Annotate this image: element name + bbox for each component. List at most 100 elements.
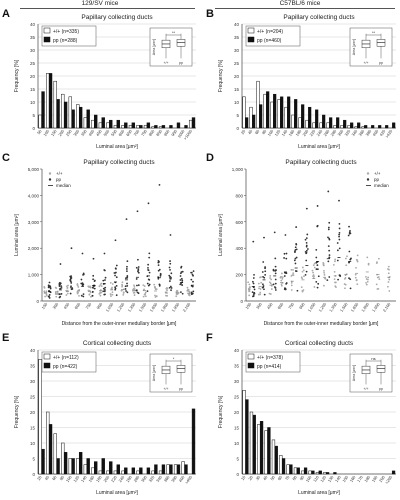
x-tick-label: 60 bbox=[277, 474, 284, 481]
bar-wt bbox=[305, 119, 309, 129]
point-pp-max bbox=[92, 257, 95, 260]
x-tick-label: 380 bbox=[364, 128, 372, 137]
bar-pp bbox=[364, 125, 368, 129]
bar-pp bbox=[391, 470, 396, 475]
bar-pp bbox=[296, 467, 300, 475]
inset-frame bbox=[349, 353, 393, 393]
bar-wt bbox=[249, 106, 253, 129]
point-pp bbox=[81, 282, 84, 285]
point-wt bbox=[121, 285, 123, 288]
x-tick-label: 1,500 bbox=[339, 301, 349, 313]
x-tick-label: 150 bbox=[40, 301, 48, 310]
point-wt bbox=[154, 294, 156, 297]
point-pp bbox=[58, 293, 61, 296]
x-tick-label: 160 bbox=[349, 474, 357, 483]
point-pp bbox=[294, 270, 297, 272]
point-wt bbox=[367, 263, 370, 266]
point-pp bbox=[304, 273, 307, 276]
point-pp bbox=[262, 261, 265, 263]
point-wt bbox=[111, 293, 114, 296]
panel-letter-a: A bbox=[2, 8, 10, 20]
x-tick-label: 50 bbox=[36, 128, 43, 135]
y-tick-label: 10 bbox=[234, 441, 240, 446]
point-wt bbox=[248, 294, 251, 297]
bar-wt bbox=[113, 470, 118, 475]
point-pp bbox=[253, 288, 256, 291]
point-pp bbox=[192, 280, 194, 283]
bar-pp bbox=[191, 408, 196, 475]
point-wt bbox=[45, 293, 48, 296]
bar-wt bbox=[188, 119, 193, 129]
point-wt bbox=[343, 277, 346, 280]
point-pp bbox=[305, 241, 308, 244]
point-wt bbox=[109, 293, 112, 295]
bar-wt bbox=[347, 125, 351, 129]
point-pp bbox=[283, 252, 286, 255]
bar-wt bbox=[151, 126, 155, 129]
point-pp bbox=[179, 283, 182, 286]
point-pp bbox=[327, 260, 330, 263]
panel-letter-d: D bbox=[206, 152, 214, 164]
y-axis-label: Frequency [%] bbox=[14, 395, 20, 428]
x-tick-label: 50 bbox=[269, 474, 276, 481]
x-tick-label: 400 bbox=[87, 128, 95, 137]
point-wt bbox=[334, 258, 337, 261]
x-tick-label: 240 bbox=[315, 128, 323, 137]
bar-wt bbox=[113, 125, 118, 129]
point-pp bbox=[328, 221, 331, 224]
bar-wt bbox=[46, 411, 50, 475]
bar-wt bbox=[326, 122, 330, 129]
point-pp bbox=[261, 283, 264, 286]
chart-title: Papillary collecting ducts bbox=[285, 159, 357, 166]
x-tick-label: >200 bbox=[384, 474, 394, 485]
point-wt bbox=[175, 293, 178, 296]
bar-pp bbox=[41, 91, 45, 129]
inset-y-label: Area [μm²] bbox=[352, 365, 356, 381]
point-wt bbox=[88, 293, 91, 296]
point-pp bbox=[124, 288, 127, 290]
x-tick-label: 500 bbox=[102, 128, 110, 137]
point-wt bbox=[43, 286, 46, 289]
point-wt bbox=[56, 292, 59, 295]
bar-pp bbox=[109, 461, 113, 475]
bar-wt bbox=[143, 125, 148, 129]
point-pp bbox=[179, 279, 182, 281]
bar-wt bbox=[264, 430, 268, 475]
inset-box bbox=[176, 365, 186, 373]
point-wt bbox=[301, 266, 304, 269]
y-tick-label: 5 bbox=[32, 113, 35, 118]
point-pp bbox=[349, 230, 351, 232]
x-tick-label: 40 bbox=[43, 474, 50, 481]
chart-title: Papillary collecting ducts bbox=[81, 14, 153, 21]
point-pp bbox=[190, 278, 193, 281]
point-pp bbox=[159, 272, 162, 275]
y-tick-label: 600 bbox=[235, 220, 243, 225]
point-pp bbox=[180, 277, 183, 280]
point-pp bbox=[157, 269, 160, 272]
point-wt bbox=[333, 278, 336, 281]
point-pp bbox=[124, 285, 127, 288]
bar-wt bbox=[98, 122, 103, 129]
legend-swatch-pp bbox=[43, 36, 51, 43]
point-pp bbox=[336, 259, 339, 262]
point-pp bbox=[60, 285, 63, 288]
point-wt bbox=[89, 295, 92, 298]
point-pp bbox=[168, 266, 171, 269]
point-pp bbox=[181, 270, 184, 273]
x-tick-label: 200 bbox=[57, 128, 65, 137]
x-tick-label: 1,650 bbox=[148, 301, 158, 313]
legend-swatch-wt bbox=[247, 27, 255, 34]
point-pp bbox=[59, 281, 61, 284]
point-pp bbox=[294, 257, 297, 260]
y-tick-label: 15 bbox=[234, 87, 240, 92]
point-wt bbox=[333, 270, 336, 273]
point-pp bbox=[80, 278, 83, 281]
point-pp bbox=[146, 282, 149, 285]
inset-category: +/+ bbox=[163, 387, 168, 391]
point-wt bbox=[142, 295, 145, 298]
inset-category: pp bbox=[179, 387, 183, 391]
point-pp bbox=[114, 274, 116, 277]
point-pp bbox=[126, 270, 128, 273]
point-pp bbox=[327, 226, 330, 229]
point-wt bbox=[270, 288, 273, 290]
